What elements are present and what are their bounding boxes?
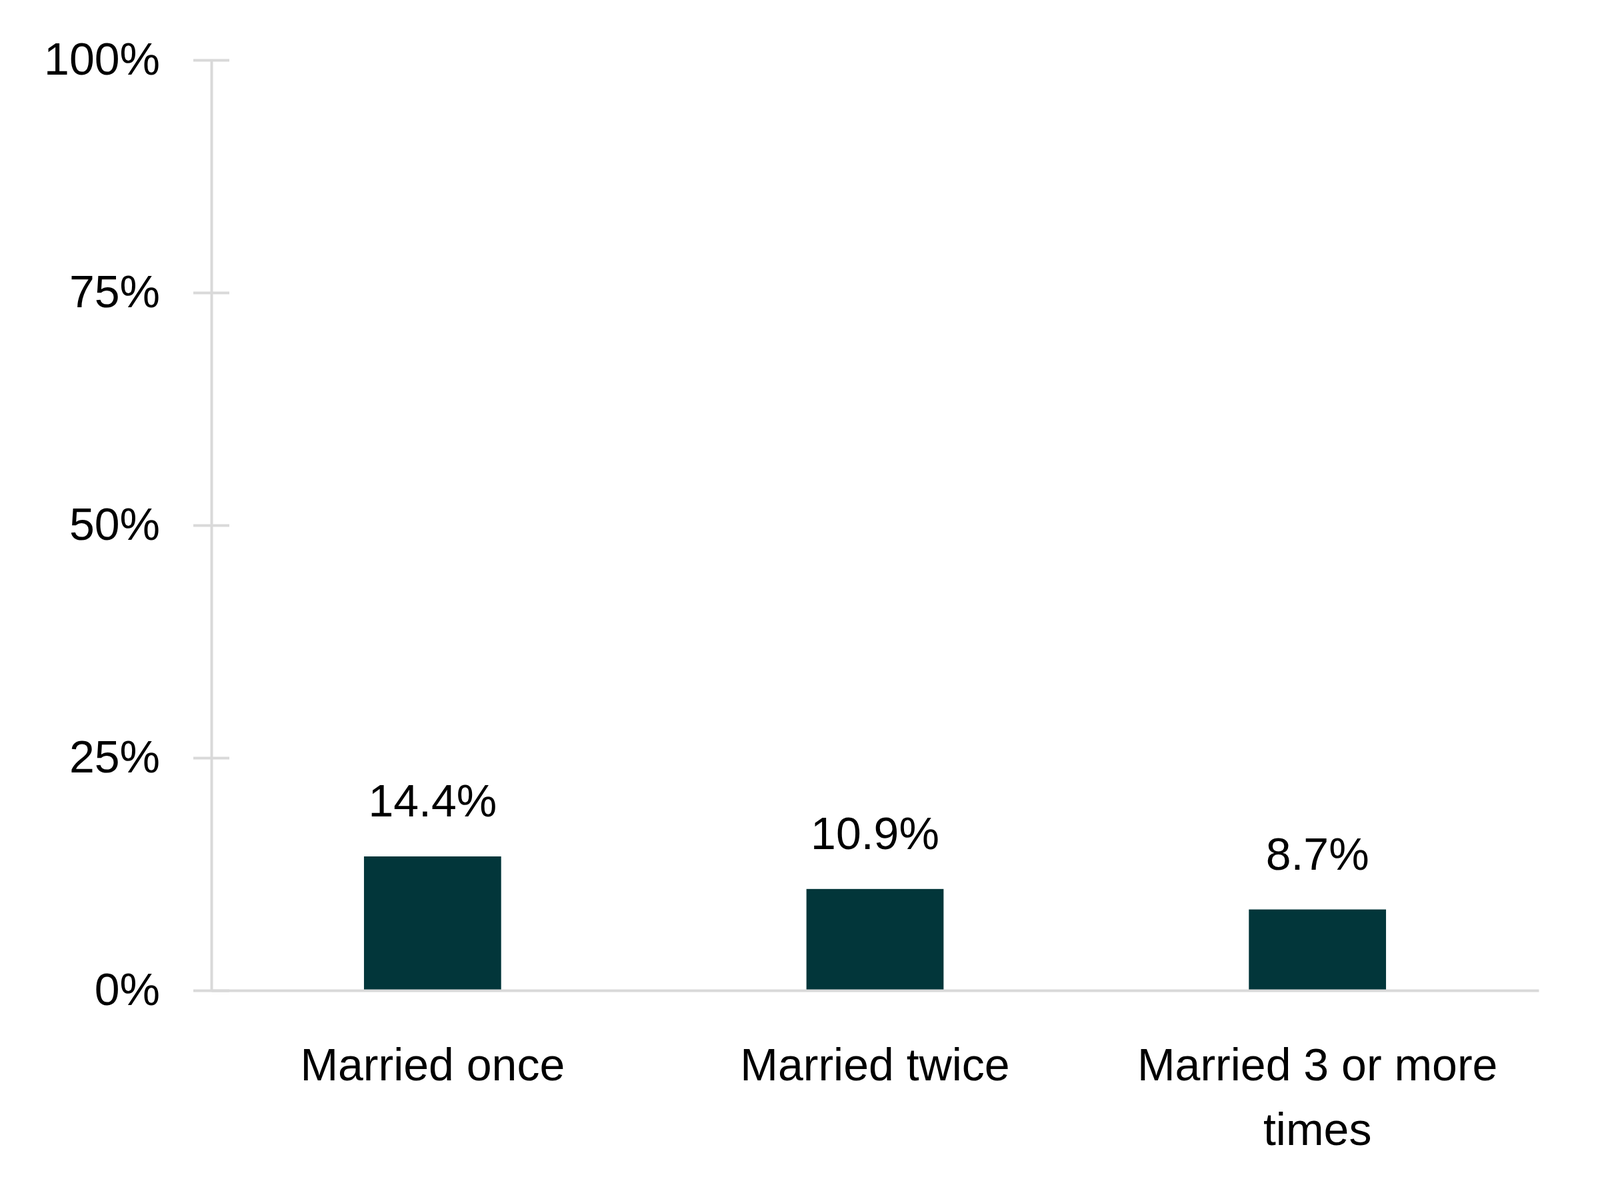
x-tick-label: Married once (300, 1039, 565, 1090)
bar (364, 856, 502, 991)
data-label: 10.9% (810, 808, 940, 859)
y-tick-label: 50% (69, 498, 160, 550)
y-tick-mark (193, 292, 230, 295)
data-label: 8.7% (1266, 828, 1370, 880)
y-tick-label: 75% (69, 266, 160, 317)
y-tick-label: 100% (44, 33, 160, 84)
x-tick-label: Married twice (740, 1039, 1010, 1090)
x-tick: Married once (300, 1039, 565, 1090)
y-tick-mark (193, 59, 230, 62)
y-tick-mark (193, 757, 230, 760)
x-tick-label: Married 3 or moretimes (1137, 1039, 1498, 1155)
y-tick: 25% (69, 731, 230, 782)
bar (1248, 910, 1386, 991)
y-tick-label: 0% (94, 964, 160, 1015)
bar (806, 889, 944, 991)
y-tick: 100% (44, 33, 230, 84)
y-axis: 0% 25% 50% 75% 100% (44, 33, 230, 1015)
y-tick: 0% (94, 964, 230, 1015)
y-tick: 50% (69, 498, 230, 550)
bars (364, 856, 1386, 991)
x-tick: Married 3 or moretimes (1137, 1039, 1498, 1155)
x-axis-line (212, 990, 1540, 993)
chart: 0% 25% 50% 75% 100% Married once Married twice… (0, 0, 1600, 1199)
data-label: 14.4% (368, 775, 497, 826)
y-tick-mark (193, 524, 230, 528)
x-axis: Married once Married twice Married 3 or mo… (212, 991, 1540, 1156)
y-tick-label: 25% (69, 731, 160, 782)
y-tick: 75% (69, 266, 230, 317)
data-labels: 14.4% 10.9% 8.7% (368, 775, 1369, 880)
x-tick: Married twice (740, 1039, 1010, 1090)
